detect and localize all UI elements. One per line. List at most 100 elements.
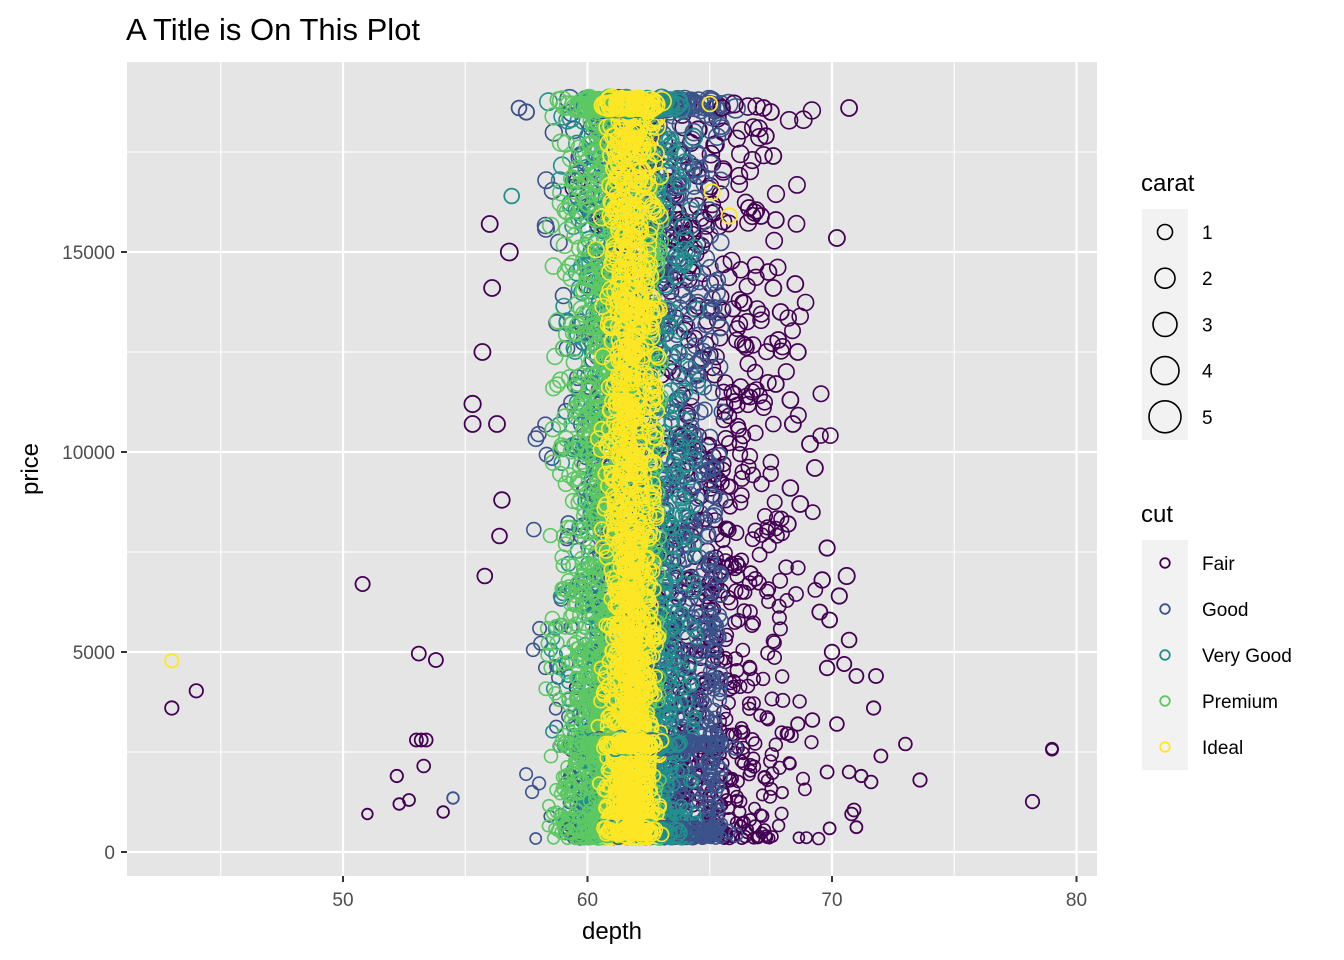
data-point: [724, 300, 742, 318]
data-point: [742, 767, 756, 782]
data-point: [778, 559, 794, 576]
data-point: [744, 466, 761, 484]
data-point: [730, 175, 749, 194]
data-point: [726, 679, 741, 695]
data-point: [788, 175, 806, 194]
data-point: [774, 806, 789, 821]
data-point: [734, 754, 749, 769]
data-point: [735, 725, 751, 740]
data-point: [752, 305, 770, 323]
data-point: [821, 427, 839, 444]
data-point: [727, 651, 744, 667]
data-point: [742, 659, 757, 675]
data-point: [720, 435, 738, 452]
data-point: [715, 411, 733, 429]
data-point: [766, 184, 786, 204]
data-point: [716, 786, 730, 801]
data-point: [760, 773, 775, 788]
data-point: [708, 526, 725, 543]
data-point: [742, 701, 757, 716]
data-point: [768, 258, 787, 277]
data-point: [766, 494, 783, 511]
data-point: [722, 251, 741, 270]
data-point: [752, 311, 770, 330]
data-point: [704, 798, 718, 813]
data-point: [723, 675, 738, 691]
data-point: [524, 784, 540, 800]
data-point: [731, 446, 749, 463]
data-point: [558, 339, 576, 357]
data-point: [730, 315, 749, 333]
data-point: [751, 546, 768, 563]
data-point: [755, 788, 769, 802]
data-point: [753, 808, 768, 822]
data-point: [756, 507, 773, 524]
data-point: [719, 627, 735, 643]
data-point: [733, 487, 750, 504]
data-point: [798, 782, 812, 797]
data-point: [705, 135, 724, 155]
data-point: [738, 277, 756, 295]
data-point: [711, 329, 729, 347]
data-point: [699, 437, 716, 455]
data-point: [772, 572, 789, 589]
data-point: [761, 593, 777, 609]
data-point: [720, 793, 734, 807]
data-point: [729, 568, 746, 584]
data-point: [701, 144, 721, 164]
data-point: [670, 299, 689, 318]
data-point: [727, 129, 746, 148]
data-point: [739, 355, 757, 373]
data-point: [747, 736, 763, 751]
data-point: [722, 478, 739, 495]
data-point: [762, 453, 780, 471]
data-point: [764, 691, 780, 707]
data-point: [787, 214, 806, 233]
data-point: [743, 757, 758, 772]
data-point: [763, 789, 778, 804]
data-point: [768, 737, 783, 752]
data-point: [714, 160, 733, 179]
data-point: [736, 336, 754, 354]
data-point: [753, 475, 770, 493]
data-point: [775, 692, 791, 708]
data-point: [763, 754, 778, 769]
dense-point-cloud: [519, 88, 839, 847]
data-point: [729, 816, 744, 830]
data-point: [757, 343, 776, 361]
data-point: [791, 307, 810, 326]
data-point: [713, 299, 731, 318]
data-point: [747, 424, 764, 442]
data-point: [745, 732, 760, 747]
data-point: [792, 831, 806, 845]
data-point: [760, 645, 776, 661]
data-point: [771, 610, 787, 626]
data-point: [779, 726, 795, 741]
data-point: [779, 111, 799, 130]
data-point: [804, 735, 819, 750]
data-point: [730, 558, 747, 574]
data-point: [720, 521, 737, 539]
data-point: [766, 830, 779, 843]
data-point: [733, 470, 751, 487]
data-point: [740, 162, 760, 181]
data-point: [812, 385, 830, 403]
data-point: [783, 322, 801, 340]
data-point: [729, 417, 747, 435]
data-point: [764, 747, 779, 762]
data-point: [804, 504, 821, 521]
data-point: [755, 399, 772, 417]
data-point: [790, 560, 806, 576]
data-point: [715, 383, 733, 401]
data-point: [714, 212, 733, 231]
data-point: [739, 395, 757, 414]
data-point: [762, 465, 779, 482]
data-point: [741, 447, 759, 465]
data-point: [779, 592, 795, 608]
data-point: [743, 151, 762, 170]
data-point: [759, 710, 775, 726]
data-point: [699, 299, 717, 317]
data-point: [731, 435, 748, 452]
data-point: [744, 336, 762, 354]
data-point: [736, 603, 752, 619]
